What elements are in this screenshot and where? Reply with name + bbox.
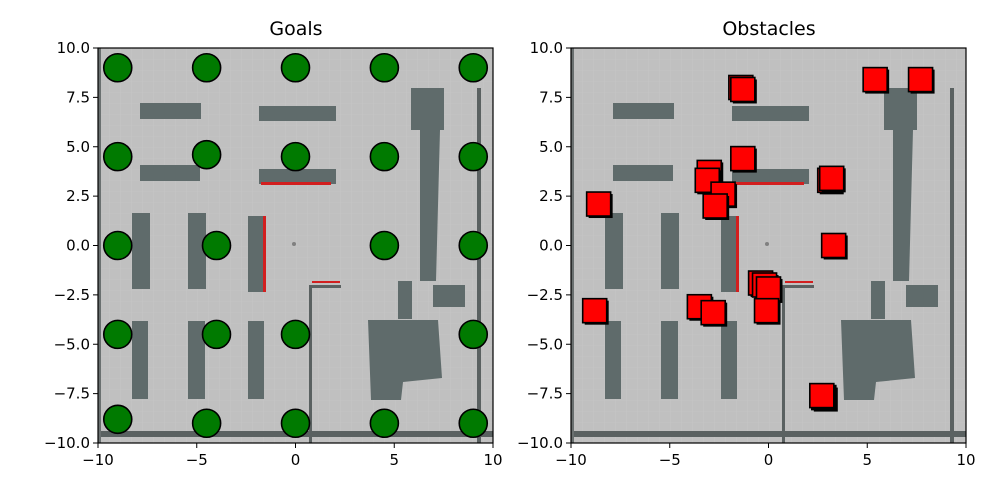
goals-x-tick-label: 5 (389, 451, 399, 469)
obstacle-marker (820, 232, 847, 259)
obstacles-axes-frame (570, 47, 967, 444)
obstacles-y-tick-label: 2.5 (539, 187, 563, 205)
goal-marker (102, 141, 133, 172)
goal-marker (102, 404, 133, 435)
obstacles-y-tick-label: −2.5 (527, 286, 563, 304)
goal-marker (458, 408, 489, 439)
goals-x-tick-label: −10 (82, 451, 114, 469)
obstacles-y-tick-label: 10.0 (530, 39, 563, 57)
goal-marker (369, 408, 400, 439)
obstacle-marker (818, 165, 845, 192)
goal-marker (458, 52, 489, 83)
goal-marker (191, 139, 222, 170)
obstacles-x-tick-label: −5 (659, 451, 681, 469)
obstacles-ticks: −10 −5 0 5 10 10.0 7.5 5.0 2.5 0.0 −2.5 −5.0 −7.5 −10… (517, 39, 976, 469)
goal-marker (102, 230, 133, 261)
goals-y-tick-label: 10.0 (57, 39, 90, 57)
goals-panel: Goals −10 −5 0 5 1010.07.55.02.50.0−2.5−5.0−… (44, 18, 503, 469)
obstacles-panel: Obstacles −10 −5 0 5 1010.07.55.02.50.0−2.5−… (517, 18, 976, 469)
goals-y-tick-label: 5.0 (66, 138, 90, 156)
goal-marker (191, 52, 222, 83)
goal-marker (201, 230, 232, 261)
goals-y-tick-label: −5.0 (54, 335, 90, 353)
obstacles-x-tick-label: 0 (764, 451, 774, 469)
obstacles-markers (581, 66, 935, 412)
goals-y-tick-label: −2.5 (54, 286, 90, 304)
goals-axes-frame (97, 47, 494, 444)
goal-marker (369, 52, 400, 83)
goals-y-tick-label: −7.5 (54, 385, 90, 403)
goal-marker (369, 141, 400, 172)
obstacles-y-tick-label: 0.0 (539, 237, 563, 255)
obstacles-x-tick-label: −10 (555, 451, 587, 469)
obstacle-marker (907, 66, 934, 93)
goal-marker (369, 230, 400, 261)
goals-y-tick-label: 0.0 (66, 237, 90, 255)
goal-marker (280, 319, 311, 350)
obstacle-marker (755, 276, 782, 302)
obstacles-occupancy-map (571, 48, 966, 443)
goals-title: Goals (269, 18, 322, 40)
goal-marker (280, 141, 311, 172)
goals-y-tick-label: 7.5 (66, 88, 90, 106)
obstacle-marker (700, 299, 727, 326)
goal-marker (191, 408, 222, 439)
obstacle-marker (862, 66, 888, 93)
obstacles-y-tick-label: −10.0 (517, 434, 563, 452)
obstacle-marker (809, 382, 835, 409)
goal-marker (458, 141, 489, 172)
goals-occupancy-map (98, 48, 493, 443)
goal-marker (102, 319, 133, 350)
goals-x-tick-label: 0 (291, 451, 301, 469)
goals-markers (102, 52, 489, 439)
goals-y-tick-label: −10.0 (44, 434, 90, 452)
obstacles-y-tick-label: −5.0 (527, 335, 563, 353)
obstacles-y-tick-label: 7.5 (539, 88, 563, 106)
obstacles-y-tick-label: 5.0 (539, 138, 563, 156)
goal-marker (458, 319, 489, 350)
goals-ticks: −10 −5 0 5 10 10.0 7.5 5.0 2.5 0.0 −2.5 −5.0 −7.5 −10… (44, 39, 503, 469)
obstacle-marker (585, 191, 612, 217)
obstacles-title: Obstacles (722, 18, 815, 40)
goal-marker (458, 230, 489, 261)
obstacle-marker (730, 76, 756, 103)
goal-marker (102, 52, 133, 83)
goal-marker (201, 319, 232, 350)
goal-marker (280, 52, 311, 83)
goals-x-tick-label: −5 (186, 451, 208, 469)
obstacle-marker (730, 145, 756, 172)
obstacles-x-tick-label: 10 (956, 451, 975, 469)
goal-marker (280, 408, 311, 439)
obstacles-y-tick-label: −7.5 (527, 385, 563, 403)
goals-x-tick-label: 10 (483, 451, 502, 469)
obstacle-marker (753, 297, 780, 324)
obstacle-marker (581, 297, 608, 324)
obstacle-marker (702, 193, 728, 219)
obstacles-x-tick-label: 5 (862, 451, 872, 469)
goals-y-tick-label: 2.5 (66, 187, 90, 205)
